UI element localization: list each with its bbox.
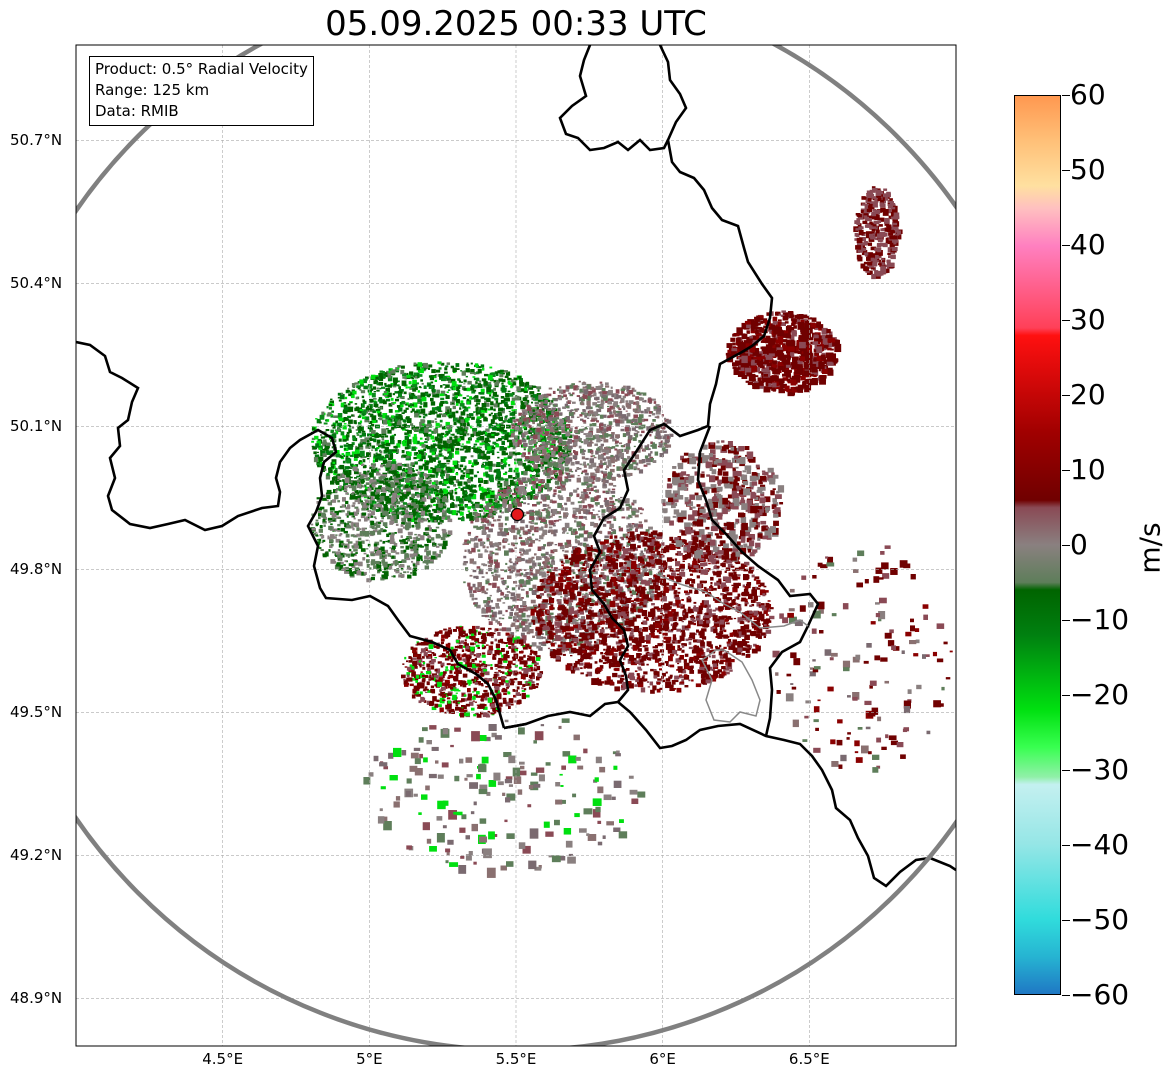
colorbar-tick-label: 50: [1070, 152, 1106, 186]
gridlines: [76, 45, 956, 1046]
colorbar-tick-label: −20: [1070, 677, 1130, 711]
info-box: Product: 0.5° Radial Velocity Range: 125…: [89, 56, 314, 126]
lon-tick-label: 6.5°E: [788, 1050, 830, 1068]
colorbar-tick-label: 40: [1070, 227, 1106, 261]
grey-border-lorraine: [655, 573, 809, 723]
border-luxembourg-germany: [696, 425, 820, 737]
colorbar-tick-label: 60: [1070, 77, 1106, 111]
info-range: Range: 125 km: [95, 81, 210, 99]
colorbar-tick-mark: [1062, 170, 1070, 171]
lat-tick-label: 50.7°N: [10, 131, 63, 150]
lon-tick-label: 5.5°E: [495, 1050, 537, 1068]
colorbar-tick-mark: [1062, 545, 1070, 546]
colorbar-tick-label: 20: [1070, 377, 1106, 411]
colorbar-tick-mark: [1062, 95, 1070, 96]
radar-site-marker: [510, 507, 525, 522]
map-title: 05.09.2025 00:33 UTC: [325, 4, 707, 44]
colorbar-tick-label: −50: [1070, 902, 1130, 936]
colorbar-tick-label: −10: [1070, 602, 1130, 636]
lat-tick-label: 49.8°N: [10, 560, 63, 579]
info-data: Data: RMIB: [95, 102, 179, 120]
border-france-belgium: [76, 340, 506, 729]
colorbar-tick-mark: [1062, 320, 1070, 321]
map-frame: [75, 44, 957, 1047]
colorbar-tick-label: 30: [1070, 302, 1106, 336]
border-belgium-north: [558, 45, 670, 152]
colorbar-tick-mark: [1062, 995, 1070, 996]
border-luxembourg: [503, 700, 956, 888]
colorbar-tick-label: −60: [1070, 977, 1130, 1011]
lat-tick-label: 50.1°N: [10, 417, 63, 436]
lat-tick-label: 48.9°N: [10, 989, 63, 1008]
colorbar-tick-mark: [1062, 245, 1070, 246]
colorbar-tick-mark: [1062, 470, 1070, 471]
colorbar: [1014, 95, 1061, 995]
lat-tick-label: 50.4°N: [10, 274, 63, 293]
colorbar-tick-label: −30: [1070, 752, 1130, 786]
lat-tick-label: 49.2°N: [10, 846, 63, 865]
colorbar-tick-mark: [1062, 920, 1070, 921]
colorbar-tick-label: −40: [1070, 827, 1130, 861]
lat-tick-label: 49.5°N: [10, 703, 63, 722]
radar-echo-layer: [310, 186, 953, 878]
border-belgium-luxembourg: [503, 45, 774, 730]
colorbar-tick-mark: [1062, 845, 1070, 846]
colorbar-tick-mark: [1062, 770, 1070, 771]
colorbar-tick-mark: [1062, 395, 1070, 396]
colorbar-tick-label: 0: [1070, 527, 1088, 561]
country-borders: [76, 45, 956, 888]
colorbar-unit-label: m/s: [1133, 522, 1167, 574]
colorbar-tick-mark: [1062, 695, 1070, 696]
info-product: Product: 0.5° Radial Velocity: [95, 60, 308, 78]
colorbar-tick-mark: [1062, 620, 1070, 621]
colorbar-tick-label: 10: [1070, 452, 1106, 486]
lon-tick-label: 6°E: [649, 1050, 676, 1068]
lon-tick-label: 5°E: [356, 1050, 383, 1068]
lon-tick-label: 4.5°E: [202, 1050, 244, 1068]
